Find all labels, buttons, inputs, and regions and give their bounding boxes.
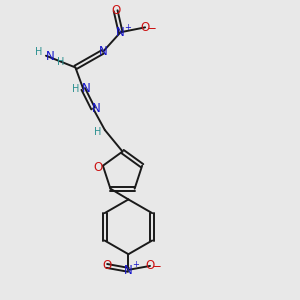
Text: N: N <box>124 264 133 277</box>
Text: O: O <box>140 21 150 34</box>
Text: N: N <box>98 45 107 58</box>
Text: N: N <box>46 50 54 63</box>
Text: O: O <box>93 161 103 174</box>
Text: −: − <box>152 260 162 273</box>
Text: H: H <box>94 127 102 137</box>
Text: O: O <box>102 260 111 272</box>
Text: N: N <box>82 82 91 95</box>
Text: O: O <box>146 260 154 272</box>
Text: H: H <box>72 84 79 94</box>
Text: +: + <box>132 260 139 269</box>
Text: N: N <box>116 26 125 39</box>
Text: H: H <box>35 47 43 57</box>
Text: O: O <box>111 4 120 17</box>
Text: N: N <box>92 102 100 115</box>
Text: H: H <box>57 57 64 67</box>
Text: +: + <box>124 23 131 32</box>
Text: −: − <box>147 22 157 35</box>
